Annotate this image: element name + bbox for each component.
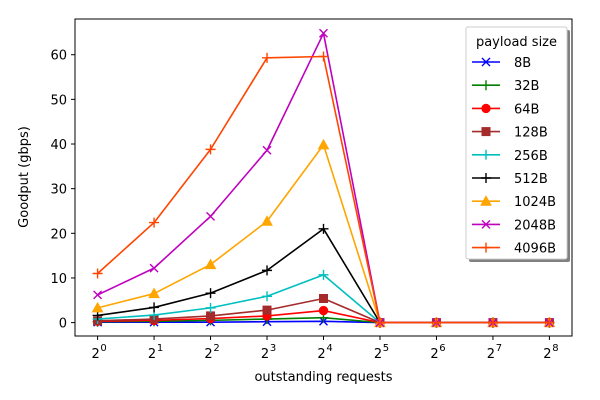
- data-point-512B-4: [318, 223, 329, 234]
- x-tick-exponent: 4: [326, 343, 332, 354]
- legend-entry-1024B: 1024B: [472, 195, 556, 210]
- legend-entry-8B: 8B: [472, 56, 531, 71]
- legend-entry-64B: 64B: [472, 102, 539, 117]
- legend-marker: [481, 242, 491, 253]
- legend-label: 256B: [514, 149, 548, 164]
- x-tick-label: 2: [204, 347, 212, 362]
- data-point-4096B-6: [431, 317, 442, 328]
- legend-marker: [481, 103, 491, 114]
- data-point-1024B-4: [317, 138, 330, 150]
- data-point-512B-2: [205, 288, 216, 299]
- data-point-128B-3: [262, 305, 272, 315]
- x-tick-label: 2: [317, 347, 325, 362]
- y-tick-label: 30: [50, 183, 67, 198]
- legend-marker: [480, 195, 492, 206]
- legend-marker: [481, 149, 491, 160]
- legend-label: 2048B: [514, 218, 556, 233]
- data-point-4096B-2: [205, 144, 216, 155]
- x-tick-label: 2: [430, 347, 438, 362]
- y-tick-label: 20: [50, 227, 67, 242]
- data-point-4096B-7: [487, 317, 498, 328]
- y-tick-label: 60: [50, 49, 67, 64]
- legend-entry-128B: 128B: [472, 126, 548, 141]
- data-point-256B-3: [262, 291, 273, 302]
- data-point-1024B-0: [91, 301, 104, 313]
- x-tick-exponent: 2: [213, 343, 219, 354]
- x-tick-label: 2: [148, 347, 156, 362]
- y-tick-label: 0: [59, 317, 67, 332]
- x-axis-title: outstanding requests: [254, 370, 392, 385]
- series-4096B: [92, 51, 555, 328]
- legend-entry-512B: 512B: [472, 172, 548, 187]
- x-tick-exponent: 6: [439, 343, 445, 354]
- x-tick-label: 2: [374, 347, 382, 362]
- legend-title: payload size: [476, 35, 557, 50]
- data-point-4096B-5: [374, 317, 385, 328]
- y-tick-label: 10: [50, 272, 67, 287]
- legend-label: 1024B: [514, 195, 556, 210]
- data-point-1024B-3: [261, 215, 273, 226]
- data-point-1024B-2: [204, 258, 217, 270]
- x-tick-exponent: 3: [270, 343, 276, 354]
- legend-entry-2048B: 2048B: [472, 218, 556, 233]
- x-tick-exponent: 1: [157, 343, 163, 354]
- legend-entry-32B: 32B: [472, 79, 539, 94]
- x-tick-label: 2: [543, 347, 551, 362]
- legend-label: 32B: [514, 79, 539, 94]
- legend-marker: [481, 57, 491, 67]
- y-axis-title: Goodput (gbps): [17, 126, 32, 228]
- x-tick-label: 2: [487, 347, 495, 362]
- data-point-4096B-0: [92, 268, 103, 279]
- data-point-2048B-2: [206, 211, 216, 221]
- legend-label: 4096B: [514, 242, 556, 257]
- data-point-2048B-1: [149, 263, 159, 273]
- legend-label: 8B: [514, 56, 531, 71]
- data-point-2048B-0: [93, 290, 103, 300]
- x-tick-exponent: 0: [100, 343, 106, 354]
- x-tick-label: 2: [261, 347, 269, 362]
- x-tick-exponent: 8: [552, 343, 558, 354]
- legend-marker: [481, 80, 491, 91]
- data-point-256B-2: [205, 302, 216, 313]
- data-point-1024B-1: [148, 287, 160, 299]
- legend-entry-4096B: 4096B: [472, 242, 556, 257]
- y-tick-label: 50: [50, 93, 67, 108]
- x-tick-exponent: 7: [496, 343, 502, 354]
- data-point-4096B-3: [262, 52, 273, 63]
- legend-marker: [481, 219, 491, 229]
- data-point-2048B-4: [319, 28, 328, 38]
- legend-label: 128B: [514, 126, 548, 141]
- legend-marker: [481, 173, 491, 183]
- data-point-4096B-8: [544, 317, 555, 328]
- y-tick-label: 40: [50, 138, 67, 153]
- data-point-512B-3: [262, 265, 273, 276]
- data-point-2048B-3: [262, 145, 272, 155]
- data-point-128B-4: [319, 293, 328, 303]
- data-point-4096B-1: [149, 217, 160, 228]
- plot-area: [91, 28, 556, 328]
- legend-marker: [481, 127, 491, 137]
- data-point-256B-4: [318, 269, 329, 280]
- x-tick-exponent: 5: [383, 343, 389, 354]
- data-point-64B-4: [318, 305, 329, 316]
- legend-label: 64B: [514, 102, 539, 117]
- data-point-4096B-4: [318, 51, 329, 62]
- legend-entry-256B: 256B: [472, 149, 548, 164]
- legend: payload size 8B 32B 64B 128B 256B 512B 1024B 204…: [465, 26, 570, 262]
- data-point-512B-1: [149, 302, 160, 313]
- legend-label: 512B: [514, 172, 548, 187]
- x-tick-label: 2: [91, 347, 99, 362]
- data-point-128B-2: [206, 311, 216, 321]
